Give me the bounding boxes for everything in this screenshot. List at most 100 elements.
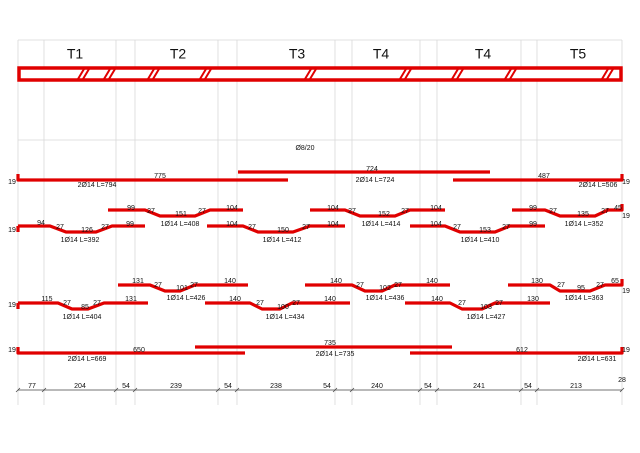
- dimension-tick: [15, 387, 21, 393]
- bar-label: 104: [430, 221, 442, 228]
- bar-label: 130: [531, 278, 543, 285]
- bar-label: 101: [176, 285, 188, 292]
- dimension-tick: [619, 387, 625, 393]
- bar-label: 1Ø14 L=408: [161, 221, 200, 228]
- bar-label: 94: [37, 220, 45, 227]
- bar-label: 27: [601, 208, 609, 215]
- dimension-tick: [132, 387, 138, 393]
- bar-label: 27: [502, 224, 510, 231]
- beam-hatch: [103, 68, 111, 80]
- bar-label: 2Ø14 L=669: [68, 356, 107, 363]
- bar-label: 1Ø14 L=434: [266, 314, 305, 321]
- bar-label: 27: [256, 300, 264, 307]
- dimension-label: 54: [224, 383, 232, 390]
- bar-label: 1Ø14 L=427: [467, 314, 506, 321]
- beam-hatch: [456, 68, 464, 80]
- bar-label: 487: [538, 173, 550, 180]
- beam-hatch: [399, 68, 407, 80]
- bar-label: 65: [611, 278, 619, 285]
- span-label: T3: [289, 46, 306, 62]
- rebar: [508, 279, 624, 293]
- bar-label: 104: [226, 221, 238, 228]
- bar-label: 27: [401, 208, 409, 215]
- beam-hatch: [504, 68, 512, 80]
- beam-hatch: [451, 68, 459, 80]
- dimension-label: 213: [570, 383, 582, 390]
- beam-hatch: [309, 68, 317, 80]
- bar-label: 85: [81, 304, 89, 311]
- dimension-tick: [534, 387, 540, 393]
- bar-label: 19: [622, 288, 630, 295]
- bar-label: 19: [8, 302, 16, 309]
- bar-label: 27: [557, 282, 565, 289]
- bar-label: 27: [596, 282, 604, 289]
- bar-label: 104: [327, 221, 339, 228]
- bar-label: 1Ø14 L=404: [63, 314, 102, 321]
- bar-label: 1Ø14 L=363: [565, 295, 604, 302]
- bar-label: 650: [133, 347, 145, 354]
- bar-label: 99: [529, 221, 537, 228]
- span-label: T5: [570, 46, 587, 62]
- bar-label: 612: [516, 347, 528, 354]
- bar-label: 115: [41, 296, 52, 303]
- bar-label: 27: [147, 208, 155, 215]
- bar-label: 27: [198, 208, 206, 215]
- rebar: [118, 283, 248, 293]
- bar-label: 104: [430, 205, 442, 212]
- rebar: [108, 208, 243, 218]
- bar-label: 103: [480, 304, 492, 311]
- dimension-tick: [349, 387, 355, 393]
- dimension-tick: [417, 387, 423, 393]
- bar-label: 775: [154, 173, 166, 180]
- bar-label: 152: [378, 211, 390, 218]
- dimension-label: 54: [524, 383, 532, 390]
- bar-label: 1Ø14 L=412: [263, 237, 302, 244]
- rebar: [512, 204, 624, 218]
- dimension-tick: [41, 387, 47, 393]
- bar-label: 2Ø14 L=735: [316, 351, 355, 358]
- span-label: T1: [67, 46, 84, 62]
- dimension-label: 204: [74, 383, 86, 390]
- bar-label: 27: [458, 300, 466, 307]
- beam-hatch: [509, 68, 517, 80]
- beam-hatch: [404, 68, 412, 80]
- beam-hatch: [601, 68, 609, 80]
- rebar: [405, 301, 550, 311]
- bar-label: 1Ø14 L=436: [366, 295, 405, 302]
- bar-label: 140: [330, 278, 342, 285]
- dimension-tick: [234, 387, 240, 393]
- bar-label: 19: [622, 347, 630, 354]
- bar-label: 104: [226, 205, 238, 212]
- bar-label: 19: [8, 227, 16, 234]
- dimension-label: 54: [424, 383, 432, 390]
- bar-label: 735: [324, 340, 336, 347]
- dimension-tick: [113, 387, 119, 393]
- bar-label: 140: [426, 278, 438, 285]
- dimension-label: 239: [170, 383, 182, 390]
- bar-label: 2Ø14 L=724: [356, 177, 395, 184]
- bar-label: 99: [126, 221, 134, 228]
- beam: [17, 66, 623, 82]
- bar-label: 1Ø14 L=414: [362, 221, 401, 228]
- bar-label: 1Ø14 L=392: [61, 237, 100, 244]
- bar-label: 1Ø14 L=352: [565, 221, 604, 228]
- bar-label: 104: [327, 205, 339, 212]
- bar-label: 130: [527, 296, 539, 303]
- bar-label: 2Ø14 L=631: [578, 356, 617, 363]
- beam-hatch: [147, 68, 155, 80]
- bar-label: 19: [622, 179, 630, 186]
- dimension-label: 241: [473, 383, 485, 390]
- bar-label: 27: [394, 282, 402, 289]
- span-label: T4: [475, 46, 492, 62]
- dimension-tick: [434, 387, 440, 393]
- bar-label: 27: [93, 300, 101, 307]
- bar-label: 126: [81, 227, 93, 234]
- beam-hatch: [199, 68, 207, 80]
- bar-label: 140: [324, 296, 336, 303]
- bar-label: 19: [8, 179, 16, 186]
- beam-hatch: [77, 68, 85, 80]
- beam-hatch: [606, 68, 614, 80]
- rebar: [207, 224, 345, 234]
- dimension-label: 54: [122, 383, 130, 390]
